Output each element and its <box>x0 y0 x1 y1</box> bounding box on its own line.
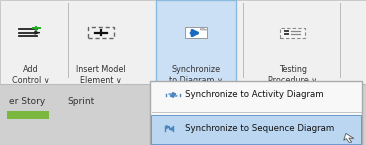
Bar <box>7 111 49 119</box>
Bar <box>284 30 289 32</box>
Bar <box>280 28 305 38</box>
Text: Sprint: Sprint <box>68 97 95 106</box>
Bar <box>0 0 366 84</box>
Text: Synchronize
to Diagram ∨: Synchronize to Diagram ∨ <box>169 65 223 85</box>
Text: er Story: er Story <box>9 97 45 106</box>
Bar <box>185 27 207 38</box>
Polygon shape <box>201 27 207 30</box>
Bar <box>284 33 289 35</box>
Bar <box>150 81 362 145</box>
Text: Add
Control ∨: Add Control ∨ <box>12 65 50 85</box>
Bar <box>151 115 361 144</box>
Bar <box>87 27 114 38</box>
Bar <box>156 0 236 84</box>
Bar <box>0 84 366 145</box>
Text: Synchronize to Activity Diagram: Synchronize to Activity Diagram <box>185 90 324 99</box>
Polygon shape <box>344 133 354 142</box>
Text: Insert Model
Element ∨: Insert Model Element ∨ <box>76 65 126 85</box>
Text: Testing
Procedure ∨: Testing Procedure ∨ <box>268 65 317 85</box>
Text: Synchronize to Sequence Diagram: Synchronize to Sequence Diagram <box>185 124 334 133</box>
